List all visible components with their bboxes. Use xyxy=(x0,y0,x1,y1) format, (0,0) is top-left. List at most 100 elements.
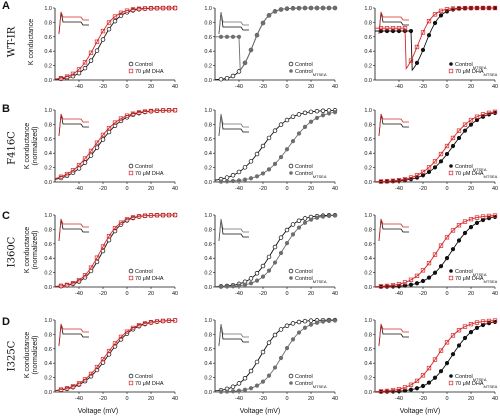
x-tick-label: 20 xyxy=(148,186,154,192)
y-tick-label: 0.8 xyxy=(44,20,52,26)
x-tick-label: 20 xyxy=(468,396,474,402)
data-point xyxy=(302,216,308,221)
legend-marker xyxy=(288,268,294,274)
x-tick-label: -20 xyxy=(99,186,107,192)
inset-trace-0 xyxy=(378,323,409,347)
data-point xyxy=(308,5,314,11)
data-point xyxy=(112,225,118,231)
legend-label: Control xyxy=(295,164,313,170)
data-point xyxy=(76,381,82,386)
inset-trace-1 xyxy=(378,11,409,35)
data-point xyxy=(480,112,486,117)
data-point xyxy=(414,386,420,391)
data-point xyxy=(462,335,468,341)
data-point xyxy=(82,273,88,278)
data-point xyxy=(278,250,284,256)
data-point xyxy=(378,284,384,289)
data-point xyxy=(468,5,474,11)
data-point xyxy=(402,280,408,285)
legend-label: ControlMTSEA xyxy=(295,276,327,284)
data-point xyxy=(402,26,408,31)
data-point xyxy=(76,166,82,171)
data-point xyxy=(414,378,420,384)
data-point xyxy=(432,165,438,170)
data-point xyxy=(148,108,154,114)
x-tick-label: -40 xyxy=(75,186,83,192)
data-point xyxy=(296,6,302,11)
y-tick-label: 1.0 xyxy=(364,108,372,114)
legend-marker xyxy=(448,380,454,386)
data-point xyxy=(462,324,468,329)
data-point xyxy=(384,283,390,289)
x-tick-label: -20 xyxy=(99,396,107,402)
data-point xyxy=(106,26,112,32)
data-point xyxy=(302,220,308,225)
data-point xyxy=(266,135,272,141)
data-point xyxy=(266,340,272,345)
inset-trace-0 xyxy=(218,11,249,35)
y-tick-label: 1.0 xyxy=(44,213,52,219)
data-point xyxy=(420,383,426,389)
x-axis-label-1: Voltage (mV) xyxy=(77,408,119,415)
x-tick-label: 0 xyxy=(285,186,288,192)
legend-marker xyxy=(288,61,294,67)
data-point xyxy=(154,213,160,218)
x-tick-label: 0 xyxy=(125,186,128,192)
data-point xyxy=(320,5,326,11)
y-tick-label: 0.4 xyxy=(44,256,52,262)
data-point xyxy=(296,330,302,335)
data-point xyxy=(88,148,94,154)
data-point xyxy=(480,114,486,119)
data-point xyxy=(426,260,432,266)
legend-marker xyxy=(128,380,134,386)
data-point xyxy=(94,39,100,44)
legend-label: Control xyxy=(135,164,153,170)
data-point xyxy=(76,277,82,283)
data-point xyxy=(302,110,308,116)
inset-trace-0 xyxy=(218,113,249,137)
data-point xyxy=(432,357,438,362)
data-point xyxy=(438,369,444,374)
data-point xyxy=(112,14,118,19)
data-point xyxy=(432,252,438,257)
data-point xyxy=(88,371,94,377)
data-point xyxy=(450,143,456,149)
x-tick-label: -40 xyxy=(395,84,403,90)
chart-C2: 0.0 0.2 0.4 0.6 0.8 1.0 -40 -20 0 20 40 ControlCont… xyxy=(204,212,338,297)
x-tick-label: 40 xyxy=(492,84,498,90)
data-point xyxy=(76,70,82,76)
data-point xyxy=(70,384,76,389)
data-point xyxy=(486,110,492,116)
data-point xyxy=(444,340,450,345)
data-point xyxy=(420,373,426,378)
y-tick-label: 0.2 xyxy=(44,376,52,382)
legend-marker xyxy=(448,275,454,281)
y-tick-label: 0.0 xyxy=(204,78,212,84)
inset-trace-1 xyxy=(378,218,409,242)
data-point xyxy=(326,5,332,11)
data-point xyxy=(94,140,100,145)
data-point xyxy=(414,273,420,279)
y-tick-label: 0.2 xyxy=(364,64,372,70)
legend-marker xyxy=(288,163,294,169)
data-point xyxy=(278,235,284,240)
data-point xyxy=(160,5,166,11)
data-point xyxy=(142,213,148,218)
data-point xyxy=(142,321,148,326)
x-axis-label-2: Voltage (mV) xyxy=(239,408,281,415)
data-point xyxy=(384,388,390,394)
data-point xyxy=(100,137,106,142)
x-tick-label: -40 xyxy=(75,84,83,90)
legend-label: 70 μM DHA xyxy=(135,171,164,177)
y-tick-label: 0.8 xyxy=(364,20,372,26)
data-point xyxy=(444,7,450,12)
x-tick-label: -20 xyxy=(419,396,427,402)
x-tick-label: -20 xyxy=(259,291,267,297)
data-point xyxy=(166,108,172,113)
data-point xyxy=(314,115,320,121)
data-point xyxy=(480,214,486,219)
legend-marker xyxy=(449,62,453,66)
data-point xyxy=(438,8,444,14)
data-point xyxy=(100,357,106,362)
